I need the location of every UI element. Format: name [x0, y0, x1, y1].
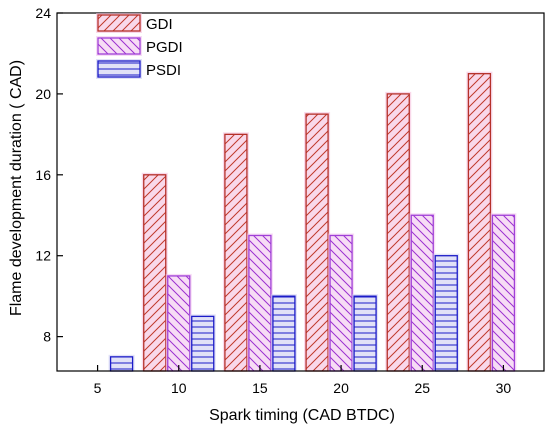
y-tick-label: 20 [35, 86, 51, 102]
bar-gdi-30 [467, 73, 492, 372]
legend-swatch-pgdi [97, 37, 141, 55]
x-tick-label: 10 [171, 380, 187, 396]
x-tick-label: 20 [333, 380, 349, 396]
x-tick-label: 15 [252, 380, 268, 396]
bars-layer [108, 71, 517, 372]
bar-gdi-10 [143, 174, 167, 372]
bar-psdi-25 [434, 255, 458, 372]
bar-psdi-15 [272, 295, 296, 372]
y-axis-ticks: 8 12 16 20 24 [35, 5, 63, 345]
y-tick-label: 12 [35, 248, 51, 264]
legend-label-psdi: PSDI [146, 62, 181, 79]
x-tick-label: 25 [414, 380, 430, 396]
legend-label-gdi: GDI [146, 16, 173, 33]
axes-layer [56, 12, 545, 372]
bar-pgdi-15 [248, 234, 272, 372]
x-tick-label: 30 [496, 380, 512, 396]
bar-pgdi-20 [329, 234, 353, 372]
bar-pgdi-30 [491, 214, 516, 372]
bar-pgdi-25 [410, 214, 434, 372]
bar-psdi-5 [109, 356, 134, 372]
plot-frame [56, 12, 545, 372]
bar-gdi-25 [386, 93, 410, 372]
bar-psdi-20 [353, 295, 377, 372]
bar-gdi-15 [224, 133, 248, 372]
bar-gdi-20 [305, 113, 329, 372]
bar-pgdi-10 [167, 275, 191, 372]
y-tick-label: 8 [43, 329, 51, 345]
legend-label-pgdi: PGDI [146, 39, 183, 56]
x-tick-label: 5 [94, 380, 102, 396]
y-axis-title: Flame development duration ( CAD) [8, 60, 25, 316]
legend-swatch-gdi [97, 14, 141, 32]
legend: GDI PGDI PSDI [96, 13, 183, 79]
x-axis-ticks: 5 10 15 20 25 30 [94, 365, 512, 396]
y-tick-label: 16 [35, 167, 51, 183]
legend-swatch-psdi [97, 60, 141, 78]
x-axis-title: Spark timing (CAD BTDC) [209, 407, 395, 424]
y-tick-label: 24 [35, 5, 51, 21]
bar-psdi-10 [191, 315, 215, 372]
